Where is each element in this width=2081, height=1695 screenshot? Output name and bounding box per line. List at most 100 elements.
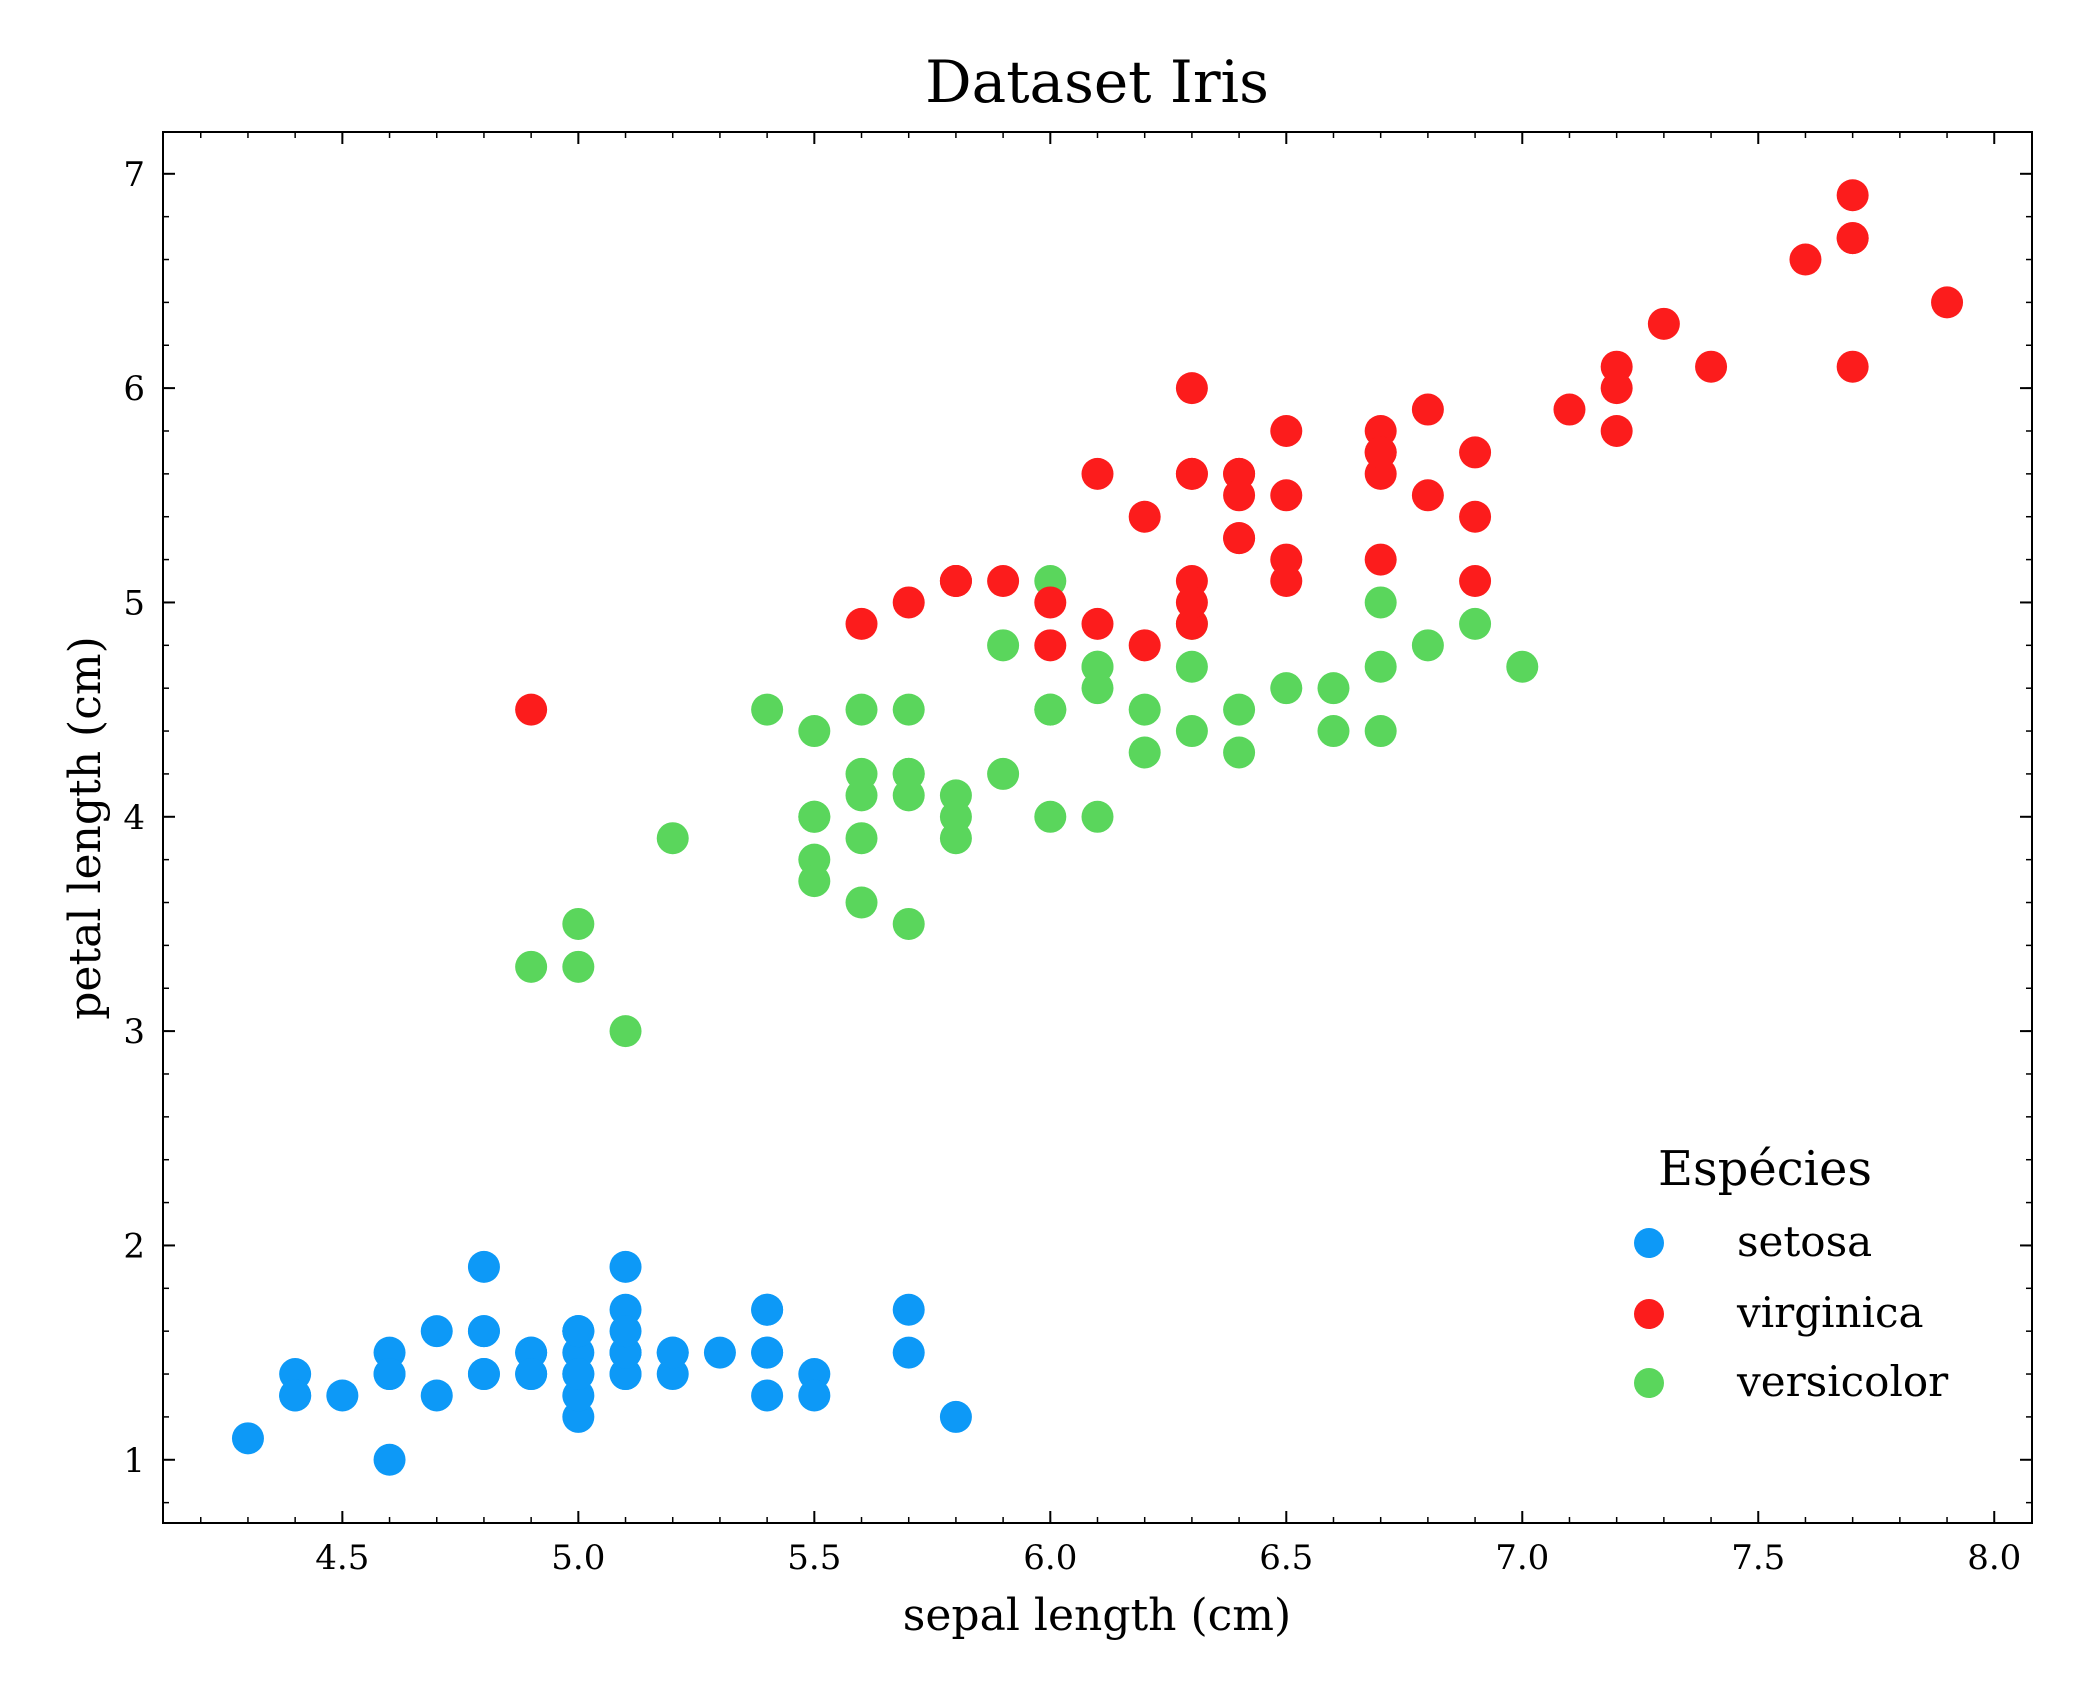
point-virginica <box>1128 629 1161 662</box>
point-virginica <box>987 565 1020 598</box>
point-virginica <box>939 565 972 598</box>
point-setosa <box>467 1358 500 1391</box>
legend-label-setosa: setosa <box>1737 1217 1872 1266</box>
point-versicolor <box>1081 800 1114 833</box>
point-setosa <box>751 1336 784 1369</box>
point-setosa <box>751 1379 784 1412</box>
point-setosa <box>609 1250 642 1283</box>
point-setosa <box>373 1443 406 1476</box>
point-virginica <box>1034 586 1067 619</box>
point-versicolor <box>1364 650 1397 683</box>
x-tick-label: 6.5 <box>1259 1538 1313 1578</box>
point-versicolor <box>1270 672 1303 705</box>
point-versicolor <box>1175 715 1208 748</box>
point-virginica <box>1364 543 1397 576</box>
point-virginica <box>892 586 925 619</box>
point-virginica <box>1175 586 1208 619</box>
x-tick-label: 5.0 <box>551 1538 605 1578</box>
point-setosa <box>420 1315 453 1348</box>
point-versicolor <box>1459 607 1492 640</box>
point-versicolor <box>892 693 925 726</box>
point-virginica <box>1364 436 1397 469</box>
point-virginica <box>1175 457 1208 490</box>
point-versicolor <box>892 907 925 940</box>
point-versicolor <box>1128 736 1161 769</box>
point-virginica <box>1459 436 1492 469</box>
point-versicolor <box>1128 693 1161 726</box>
point-setosa <box>562 1315 595 1348</box>
point-setosa <box>656 1336 689 1369</box>
point-setosa <box>467 1315 500 1348</box>
point-virginica <box>1836 222 1869 255</box>
point-setosa <box>326 1379 359 1412</box>
legend-title: Espécies <box>1658 1141 1872 1197</box>
point-virginica <box>1270 414 1303 447</box>
point-virginica <box>1175 372 1208 405</box>
point-versicolor <box>1364 715 1397 748</box>
legend-label-virginica: virginica <box>1736 1288 1924 1337</box>
point-versicolor <box>1317 672 1350 705</box>
legend-marker-virginica <box>1634 1299 1664 1329</box>
point-setosa <box>892 1293 925 1326</box>
x-tick-label: 7.0 <box>1495 1538 1549 1578</box>
point-versicolor <box>798 865 831 898</box>
point-setosa <box>467 1250 500 1283</box>
legend-marker-versicolor <box>1634 1368 1664 1398</box>
y-tick-label: 7 <box>123 155 145 195</box>
point-virginica <box>1459 565 1492 598</box>
point-versicolor <box>751 693 784 726</box>
point-versicolor <box>845 757 878 790</box>
point-versicolor <box>656 822 689 855</box>
x-tick-label: 4.5 <box>315 1538 369 1578</box>
point-versicolor <box>845 822 878 855</box>
point-versicolor <box>1506 650 1539 683</box>
point-setosa <box>231 1422 264 1455</box>
point-versicolor <box>1034 800 1067 833</box>
point-virginica <box>1034 629 1067 662</box>
chart-title: Dataset Iris <box>925 48 1269 116</box>
y-tick-label: 3 <box>123 1012 145 1052</box>
point-versicolor <box>562 950 595 983</box>
x-tick-label: 5.5 <box>787 1538 841 1578</box>
point-setosa <box>939 1400 972 1433</box>
point-setosa <box>515 1358 548 1391</box>
legend-marker-setosa <box>1634 1228 1664 1258</box>
x-axis-label: sepal length (cm) <box>903 1590 1291 1641</box>
point-versicolor <box>515 950 548 983</box>
point-setosa <box>609 1315 642 1348</box>
point-virginica <box>1931 286 1964 319</box>
x-tick-label: 6.0 <box>1023 1538 1077 1578</box>
point-setosa <box>420 1379 453 1412</box>
point-versicolor <box>609 1015 642 1048</box>
point-versicolor <box>987 629 1020 662</box>
point-virginica <box>1459 500 1492 533</box>
point-setosa <box>892 1336 925 1369</box>
y-tick-label: 5 <box>123 583 145 623</box>
point-virginica <box>1270 543 1303 576</box>
point-versicolor <box>1175 650 1208 683</box>
point-versicolor <box>892 779 925 812</box>
point-virginica <box>1647 307 1680 340</box>
point-setosa <box>751 1293 784 1326</box>
point-setosa <box>703 1336 736 1369</box>
point-virginica <box>1081 607 1114 640</box>
point-versicolor <box>1223 736 1256 769</box>
legend-label-versicolor: versicolor <box>1736 1357 1949 1406</box>
y-tick-label: 2 <box>123 1226 145 1266</box>
point-setosa <box>373 1358 406 1391</box>
point-virginica <box>1553 393 1586 426</box>
point-virginica <box>1836 179 1869 212</box>
point-virginica <box>1789 243 1822 276</box>
point-virginica <box>1836 350 1869 383</box>
point-setosa <box>279 1379 312 1412</box>
point-virginica <box>1695 350 1728 383</box>
point-virginica <box>1600 372 1633 405</box>
plot-frame <box>162 131 2033 1524</box>
y-tick-label: 1 <box>123 1441 145 1481</box>
point-versicolor <box>1411 629 1444 662</box>
point-versicolor <box>798 800 831 833</box>
point-versicolor <box>845 886 878 919</box>
x-tick-label: 8.0 <box>1967 1538 2021 1578</box>
y-tick-label: 4 <box>123 798 145 838</box>
